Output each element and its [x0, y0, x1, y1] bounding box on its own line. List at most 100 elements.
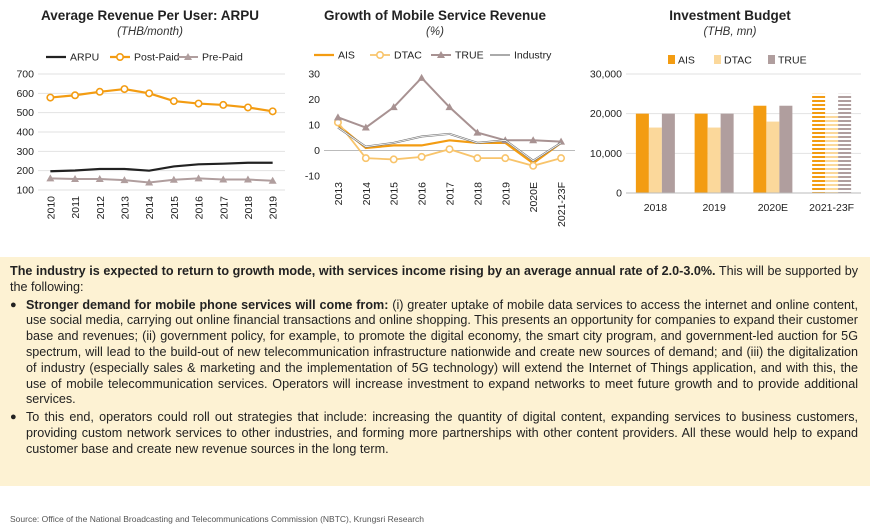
- x-tick-label: 2018: [644, 202, 668, 214]
- arpu-chart-title: Average Revenue Per User: ARPU: [40, 8, 260, 23]
- x-tick-label: 2013: [333, 182, 345, 206]
- x-tick-label: 2012: [95, 196, 107, 220]
- data-point: [145, 178, 154, 186]
- growth-line-chart: -10 0 10 20 30 2013 2014 2015 2016 2017 2018 2019 20…: [305, 50, 575, 227]
- y-tick-label: 30,000: [590, 69, 622, 81]
- intro-bold: The industry is expected to return to gr…: [10, 264, 716, 278]
- bar-dtac-2018: [648, 127, 662, 193]
- data-point: [169, 97, 178, 106]
- y-tick-label: 20: [308, 94, 320, 106]
- legend-label: TRUE: [778, 55, 807, 67]
- arpu-line-chart: 100 200 300 400 500 600 700 2010 2011 2012 2013 201…: [16, 52, 285, 220]
- bar-true-2020e: [779, 105, 793, 193]
- legend-label: Post-Paid: [134, 52, 180, 64]
- legend-marker: [437, 51, 445, 58]
- data-point: [120, 85, 129, 94]
- legend-swatch: [768, 55, 775, 64]
- data-point: [243, 175, 252, 183]
- series-line-arpu: [50, 161, 273, 173]
- data-point: [95, 174, 104, 182]
- data-point: [46, 174, 55, 182]
- x-tick-label: 2017: [445, 182, 457, 206]
- x-tick-label: 2010: [45, 196, 57, 220]
- data-point: [445, 145, 454, 154]
- data-point: [194, 174, 203, 182]
- legend-swatch: [668, 55, 675, 64]
- legend-label: TRUE: [455, 50, 484, 62]
- data-point: [361, 154, 370, 163]
- industry-line-core: [337, 127, 562, 162]
- y-tick-label: 300: [16, 146, 34, 158]
- legend-label: Industry: [514, 50, 552, 62]
- x-tick-label: 2018: [243, 196, 255, 220]
- bullet-dot-icon: ●: [10, 411, 17, 424]
- y-tick-label: -10: [305, 171, 320, 183]
- x-tick-label: 2021-23F: [556, 182, 568, 227]
- legend-label: ARPU: [70, 52, 99, 64]
- x-tick-label: 2020E: [758, 202, 788, 214]
- bar-true-2021-23f: [838, 93, 852, 193]
- y-tick-label: 30: [308, 69, 320, 81]
- series-line-pre-paid: [50, 177, 273, 184]
- data-point: [71, 91, 80, 100]
- bar-dtac-2019: [707, 127, 721, 193]
- legend-label: DTAC: [394, 50, 422, 62]
- bar-ais-2018: [635, 113, 649, 193]
- legend-swatch: [714, 55, 721, 64]
- legend-marker: [116, 53, 125, 62]
- y-tick-label: 500: [16, 107, 34, 119]
- growth-chart-title: Growth of Mobile Service Revenue: [323, 8, 547, 23]
- data-point: [389, 103, 398, 111]
- x-tick-label: 2015: [169, 196, 181, 220]
- series-line-post-paid: [50, 87, 273, 113]
- bar-ais-2019: [694, 113, 708, 193]
- invest-chart-subtitle: (THB, mn): [703, 26, 757, 38]
- y-tick-label: 700: [16, 69, 34, 81]
- bullet-1-bold: Stronger demand for mobile phone service…: [26, 297, 389, 312]
- data-point: [417, 73, 426, 81]
- series-line-industry: [337, 126, 562, 162]
- data-point: [333, 113, 342, 121]
- x-tick-label: 2017: [218, 196, 230, 220]
- legend-label: AIS: [338, 50, 355, 62]
- data-point: [219, 175, 228, 183]
- x-tick-label: 2016: [417, 182, 429, 206]
- data-point: [445, 103, 454, 111]
- arpu-chart-subtitle: (THB/month): [117, 26, 183, 38]
- data-point: [473, 128, 482, 136]
- data-point: [389, 155, 398, 164]
- legend-marker: [184, 53, 192, 60]
- y-tick-label: 20,000: [590, 108, 622, 120]
- bar-true-2019: [720, 113, 734, 193]
- y-tick-label: 400: [16, 127, 34, 139]
- data-point: [473, 154, 482, 163]
- x-tick-label: 2019: [702, 202, 726, 214]
- bar-dtac-2020e: [766, 121, 780, 193]
- legend-label: AIS: [678, 55, 695, 67]
- data-point: [417, 152, 426, 161]
- x-tick-label: 2014: [144, 196, 156, 220]
- y-tick-label: 0: [616, 188, 622, 200]
- intro-rest: This will be supported by the following:: [10, 264, 858, 294]
- invest-chart-title: Investment Budget: [669, 8, 791, 23]
- x-tick-label: 2019: [268, 196, 280, 220]
- bullet-1: ● Stronger demand for mobile phone servi…: [10, 298, 858, 409]
- x-tick-label: 2018: [472, 182, 484, 206]
- x-tick-label: 2016: [194, 196, 206, 220]
- data-point: [243, 103, 252, 112]
- x-tick-label: 2020E: [528, 182, 540, 212]
- y-tick-label: 100: [16, 185, 34, 197]
- legend-label: Pre-Paid: [202, 52, 243, 64]
- data-point: [219, 100, 228, 109]
- x-tick-label: 2019: [500, 182, 512, 206]
- data-point: [71, 174, 80, 182]
- bullet-1-text: (i) greater uptake of mobile data servic…: [26, 297, 858, 407]
- bar-ais-2021-23f: [812, 93, 826, 193]
- data-point: [557, 154, 566, 163]
- bullet-2: ● To this end, operators could roll out …: [10, 410, 858, 457]
- x-tick-label: 2014: [361, 182, 373, 206]
- y-tick-label: 200: [16, 165, 34, 177]
- legend-marker: [376, 51, 385, 60]
- data-point: [169, 175, 178, 183]
- data-point: [145, 89, 154, 98]
